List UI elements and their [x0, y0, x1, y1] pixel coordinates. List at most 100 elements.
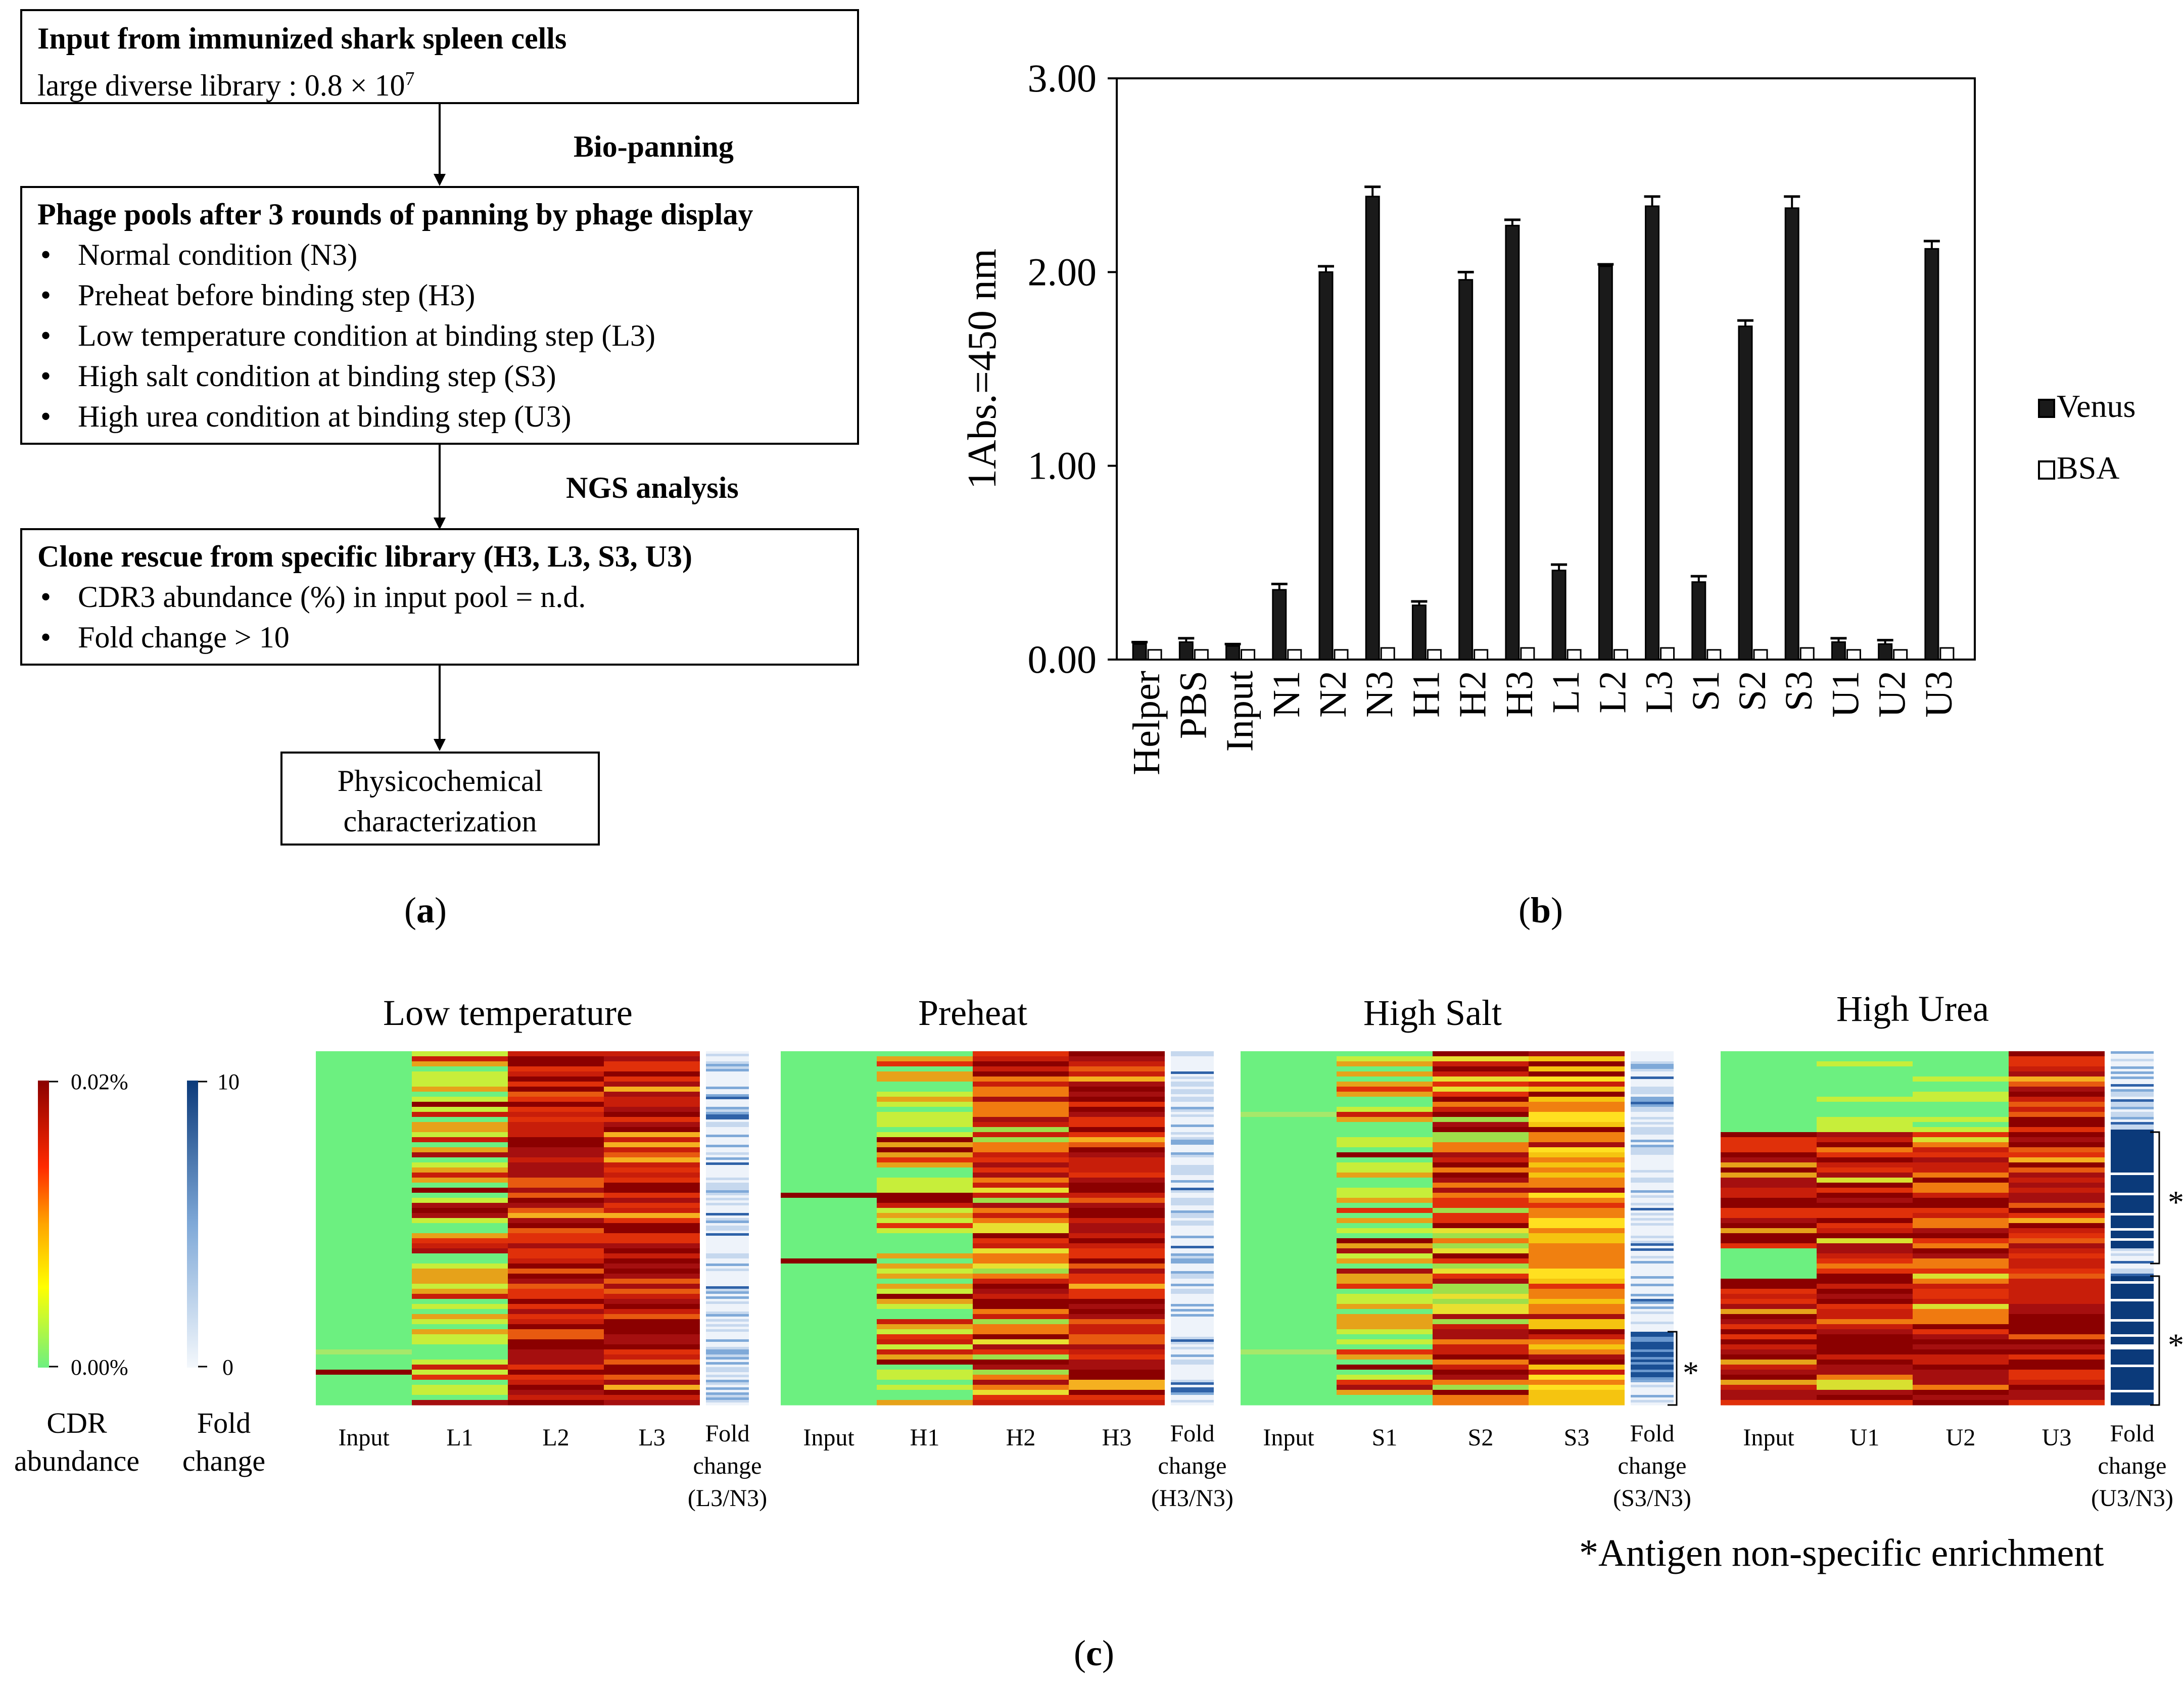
heatmap-cell [604, 1339, 700, 1345]
fold-scale-label: change [182, 1444, 265, 1477]
heatmap-cell [1337, 1243, 1433, 1249]
heatmap-cell [1913, 1157, 2009, 1163]
heatmap-cell [2009, 1178, 2105, 1183]
bar-bsa [1799, 647, 1815, 661]
heatmap-cell [1069, 1380, 1165, 1385]
heatmap-cell [412, 1223, 508, 1229]
heatmap-column-label: S3 [1564, 1424, 1590, 1451]
heatmap-cell [316, 1334, 412, 1340]
fold-change-cell [1631, 1390, 1674, 1393]
heatmap-cell [1069, 1370, 1165, 1375]
heatmap-cell [412, 1258, 508, 1264]
heatmap-cell [1721, 1339, 1817, 1345]
fold-change-cell [706, 1289, 749, 1292]
fold-change-cell [2111, 1059, 2154, 1062]
heatmap-cell [1069, 1193, 1165, 1198]
heatmap-cell [973, 1390, 1069, 1395]
heatmap-cell [877, 1061, 973, 1067]
heatmap-cell [604, 1233, 700, 1239]
heatmap-cell [1241, 1299, 1337, 1304]
heatmap-cell [508, 1274, 604, 1279]
flow-arrow-2 [439, 445, 441, 523]
heatmap-cell [1721, 1390, 1817, 1395]
fold-change-cell [1631, 1382, 1674, 1385]
fold-change-cell [1171, 1279, 1214, 1282]
heatmap-cell [508, 1173, 604, 1178]
fold-change-cell [1631, 1147, 1674, 1150]
heatmap-cell [1913, 1243, 2009, 1249]
heatmap-cell [1241, 1087, 1337, 1092]
fold-change-cell [706, 1362, 749, 1365]
heatmap-cell [1069, 1299, 1165, 1304]
fold-change-cell [706, 1349, 749, 1352]
flow-box-phage-pools-title: Phage pools after 3 rounds of panning by… [37, 198, 753, 231]
heatmap-cell [1817, 1056, 1913, 1062]
heatmap-cell [508, 1395, 604, 1400]
cdr-scale-min: 0.00% [71, 1355, 128, 1380]
heatmap-cell [2009, 1238, 2105, 1244]
heatmap-cell [1529, 1390, 1625, 1395]
heatmap-cell [1069, 1233, 1165, 1239]
fold-change-cell [1171, 1269, 1214, 1272]
heatmap-cell [1337, 1092, 1433, 1097]
heatmap-cell [973, 1360, 1069, 1365]
fold-change-cell [706, 1104, 749, 1107]
heatmap-cell [1337, 1137, 1433, 1143]
fold-change-cell [1171, 1152, 1214, 1155]
heatmap-cell [1913, 1319, 2009, 1325]
heatmap-cell [877, 1395, 973, 1400]
heatmap-cell [1337, 1152, 1433, 1158]
fold-change-cell [1171, 1284, 1214, 1287]
heatmap-cell [973, 1370, 1069, 1375]
heatmap-cell [2009, 1289, 2105, 1294]
heatmap-cell [412, 1380, 508, 1385]
heatmap-cell [1721, 1279, 1817, 1284]
fold-change-cell [1171, 1188, 1214, 1191]
fold-change-cell [2111, 1200, 2154, 1203]
fold-change-cell [706, 1402, 749, 1406]
heatmap-cell [1721, 1203, 1817, 1208]
fold-change-cell [1631, 1203, 1674, 1206]
fold-change-cell [706, 1390, 749, 1393]
heatmap-cell [1817, 1334, 1913, 1340]
heatmap-cell [508, 1056, 604, 1062]
heatmap-cell [316, 1365, 412, 1370]
heatmap-cell [412, 1203, 508, 1208]
heatmap-cell [508, 1400, 604, 1406]
heatmap-cell [973, 1228, 1069, 1234]
bar-venus [1784, 207, 1799, 661]
fold-change-cell [2111, 1279, 2154, 1282]
heatmap-cell [877, 1243, 973, 1249]
fold-change-cell [2111, 1064, 2154, 1067]
heatmap-cell [1913, 1082, 2009, 1087]
fold-change-cell [2111, 1089, 2154, 1092]
heatmap-cell [316, 1162, 412, 1168]
heatmap-cell [316, 1223, 412, 1229]
heatmap-cell [1913, 1248, 2009, 1254]
heatmap-cell [1069, 1137, 1165, 1143]
heatmap-cell [604, 1284, 700, 1289]
fold-change-cell [1631, 1392, 1674, 1395]
fold-change-cell [1171, 1289, 1214, 1292]
fold-change-cell [1171, 1354, 1214, 1358]
heatmap-cell [781, 1056, 877, 1062]
heatmap-cell [1913, 1183, 2009, 1188]
fold-change-cell [2111, 1299, 2154, 1302]
heatmap-cell [1337, 1289, 1433, 1294]
fold-change-cell [706, 1221, 749, 1224]
heatmap-cell [1337, 1203, 1433, 1208]
heatmap-cell [508, 1375, 604, 1380]
heatmap-cell [316, 1269, 412, 1274]
heatmap-cell [1721, 1258, 1817, 1264]
heatmap-cell [1241, 1375, 1337, 1380]
heatmap-cell [781, 1167, 877, 1173]
x-tick-label: S1 [1685, 671, 1727, 711]
heatmap-cell [781, 1289, 877, 1294]
heatmap-cell [781, 1102, 877, 1107]
heatmap-cell [1069, 1248, 1165, 1254]
fold-change-cell [2111, 1137, 2154, 1140]
fold-change-cell [2111, 1296, 2154, 1299]
fold-change-cell [2111, 1082, 2154, 1085]
heatmap-cell [1913, 1304, 2009, 1309]
heatmap-cell [877, 1112, 973, 1117]
